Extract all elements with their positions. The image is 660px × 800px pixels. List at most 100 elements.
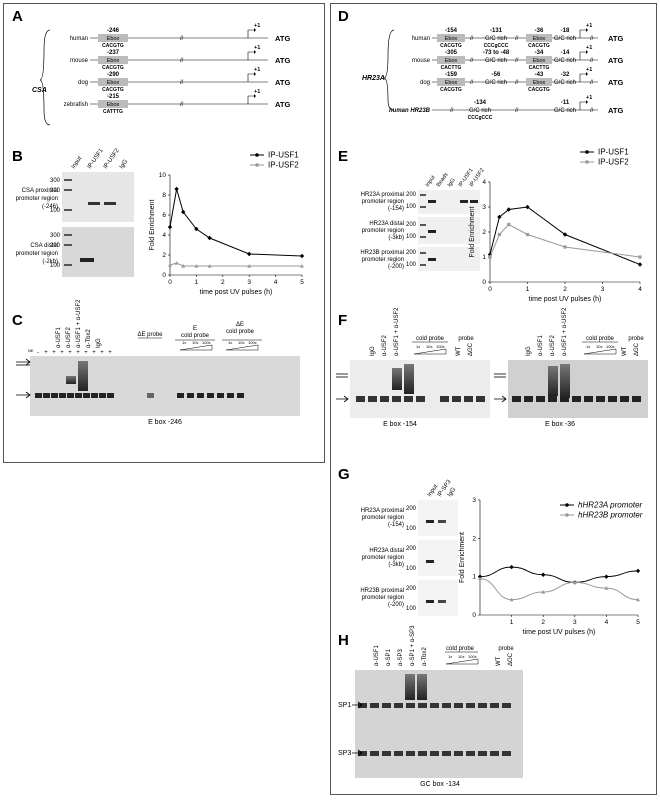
free-probe-band xyxy=(35,393,42,398)
legend-marker xyxy=(565,513,569,517)
gel-lane-label: IgG xyxy=(447,177,457,188)
legend-marker xyxy=(565,503,569,507)
free-probe-band xyxy=(608,396,617,402)
y-tick-label: 8 xyxy=(162,192,166,199)
ebox-seq: CACGTG xyxy=(528,87,550,93)
ne-sign: + xyxy=(92,350,96,356)
break-mark: // xyxy=(180,58,184,64)
data-point xyxy=(247,251,252,257)
tss-arrow-mouse xyxy=(247,51,254,60)
atg-label: ATG xyxy=(608,106,623,115)
region-label: promoter region xyxy=(362,228,404,234)
tss-arrow-dog-head xyxy=(254,72,256,76)
data-point xyxy=(506,207,511,212)
x-tick-label: 4 xyxy=(605,619,609,626)
csa-gel-proximal xyxy=(62,172,134,222)
ebox-text: Ebox xyxy=(533,80,546,86)
size-marker: 100 xyxy=(406,204,417,210)
sp1-arrow xyxy=(352,701,363,709)
sp1-band xyxy=(382,703,391,708)
ebox-text-dog: Ebox xyxy=(107,80,120,86)
sp1-band xyxy=(394,703,403,708)
tss-label: +1 xyxy=(254,89,260,95)
hr23b-gel-proximal-g xyxy=(418,580,458,616)
ebox-seq-zebrafish: CATTTG xyxy=(103,109,123,115)
dose-label: 100x xyxy=(468,654,477,659)
ebox-text-human: Ebox xyxy=(107,36,120,42)
gel-lane-label: Input xyxy=(425,174,437,188)
dose-label: 100x xyxy=(248,340,257,345)
y-axis-label-B: Fold Enrichment xyxy=(149,199,156,250)
series-line-IP-USF2 xyxy=(169,262,302,267)
size-marker: 200 xyxy=(50,188,61,194)
atg-label-dog: ATG xyxy=(275,78,290,87)
region-label: promoter region xyxy=(16,196,58,202)
species-label-human: human xyxy=(412,36,430,42)
size-marker: 100 xyxy=(406,234,417,240)
size-marker: 200 xyxy=(406,222,417,228)
tss-arrow-dog xyxy=(247,73,254,82)
free-probe-band xyxy=(197,393,204,398)
free-probe-band xyxy=(380,396,389,402)
free-probe-band xyxy=(572,396,581,402)
sp1-band xyxy=(370,703,379,708)
emsa-caption-h: GC box -134 xyxy=(420,781,460,788)
tss-arrow-zebrafish xyxy=(247,95,254,104)
x-tick-label: 3 xyxy=(573,619,577,626)
ebox-text: Ebox xyxy=(533,36,546,42)
gc-text: G/C rich xyxy=(485,80,507,86)
free-probe-band xyxy=(107,393,114,398)
dose-label: 1x xyxy=(182,340,186,345)
dose-label: 1x xyxy=(228,340,232,345)
data-point xyxy=(636,597,640,602)
emsa-gel-c xyxy=(30,356,300,416)
y-tick-label: 3 xyxy=(482,204,486,211)
region-label: HR23A distal xyxy=(369,221,404,227)
series-line-IP-USF1 xyxy=(169,188,303,257)
y-tick-label: 4 xyxy=(482,179,486,186)
ebox-text: Ebox xyxy=(533,58,546,64)
hr23a-brace xyxy=(383,29,395,111)
sp1-band xyxy=(490,703,499,708)
break-mark: // xyxy=(515,108,519,114)
pcr-band xyxy=(428,230,436,233)
species-label-mouse: mouse xyxy=(412,58,431,64)
dose-label: 10x xyxy=(192,340,198,345)
ebox-seq: CACGTG xyxy=(440,87,462,93)
gc-seq: CCCgCCC xyxy=(468,115,493,121)
marker-band xyxy=(420,236,426,238)
e-cold-label: cold probe xyxy=(181,333,210,339)
data-point xyxy=(168,263,172,267)
break-mark: // xyxy=(515,58,519,64)
size-marker: 100 xyxy=(50,263,61,269)
data-point xyxy=(478,576,482,581)
supershift-band xyxy=(405,674,415,700)
ne-label: NE xyxy=(28,348,34,353)
pcr-band xyxy=(426,520,434,523)
species-label-zebrafish: zebrafish xyxy=(64,102,88,108)
marker-band xyxy=(64,264,72,266)
ebox-text-mouse: Ebox xyxy=(107,58,120,64)
data-point xyxy=(207,264,212,268)
free-probe-band xyxy=(207,393,214,398)
region-label: CSA distal xyxy=(30,243,58,249)
hr23a-gel-distal-g xyxy=(418,540,458,576)
ebox-text: Ebox xyxy=(445,36,458,42)
pcr-band xyxy=(438,520,446,523)
emsa-gel-f2 xyxy=(508,360,648,418)
antibody-lane-label: IgG xyxy=(526,346,532,356)
free-probe-band xyxy=(177,393,184,398)
data-point xyxy=(181,209,186,215)
free-probe-band xyxy=(43,393,50,398)
atg-label-zebrafish: ATG xyxy=(275,100,290,109)
ebox-seq-dog: CACGTG xyxy=(102,87,124,93)
ne-sign: + xyxy=(68,350,72,356)
free-probe-band xyxy=(237,393,244,398)
complex-arrow xyxy=(336,395,349,403)
data-point xyxy=(488,255,492,259)
size-marker: 200 xyxy=(50,243,61,249)
dose-label: 10x xyxy=(458,654,464,659)
ebox-text: Ebox xyxy=(445,58,458,64)
atg-label: ATG xyxy=(608,34,623,43)
supershift-band xyxy=(404,364,414,394)
